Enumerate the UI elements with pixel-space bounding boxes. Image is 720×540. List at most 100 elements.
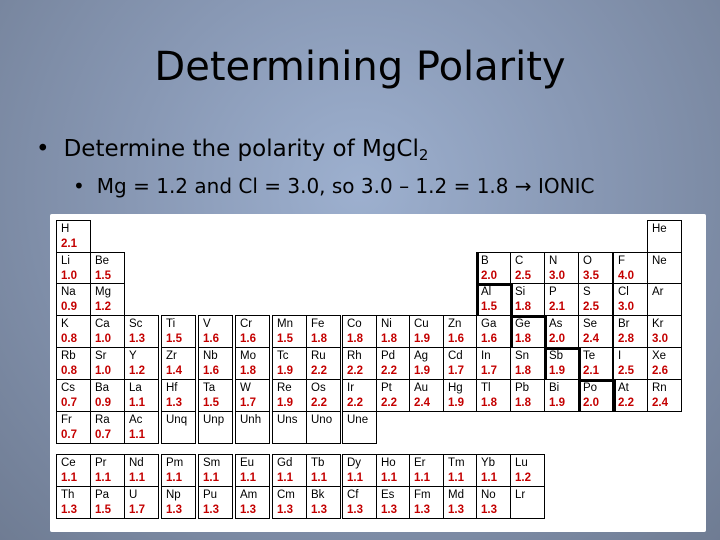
- electronegativity-value: 1.3: [448, 504, 464, 516]
- periodic-table: H 2.1 He Li 1.0 Be 1.5 B 2.0 C 2.5 N 3.0 O 3.5 F 4.0 Ne Na…: [50, 214, 706, 532]
- electronegativity-value: 1.3: [277, 504, 293, 516]
- element-symbol: No: [481, 489, 496, 501]
- element-cell-re: Re 1.9: [272, 379, 307, 412]
- electronegativity-value: 1.3: [166, 397, 182, 409]
- electronegativity-value: 1.8: [381, 333, 397, 345]
- element-symbol: Si: [515, 286, 526, 298]
- electronegativity-value: 1.9: [414, 333, 430, 345]
- element-cell-li: Li 1.0: [56, 252, 91, 285]
- electronegativity-value: 2.8: [618, 333, 634, 345]
- element-symbol: Cs: [61, 382, 76, 394]
- bullet-dot: •: [73, 174, 85, 198]
- element-symbol: Ce: [61, 457, 76, 469]
- element-cell-br: Br 2.8: [613, 315, 648, 348]
- electronegativity-value: 2.1: [549, 301, 565, 313]
- electronegativity-value: 1.9: [448, 397, 464, 409]
- element-cell-lu: Lu 1.2: [510, 454, 545, 487]
- element-cell-pa: Pa 1.5: [90, 486, 125, 519]
- element-symbol: Kr: [652, 318, 664, 330]
- element-symbol: Sn: [515, 350, 530, 362]
- element-cell-yb: Yb 1.1: [476, 454, 511, 487]
- element-cell-tb: Tb 1.1: [306, 454, 341, 487]
- electronegativity-value: 1.1: [129, 472, 145, 484]
- element-symbol: Une: [347, 414, 369, 426]
- element-cell-th: Th 1.3: [56, 486, 91, 519]
- element-symbol: He: [652, 223, 667, 235]
- electronegativity-value: 1.0: [95, 365, 111, 377]
- electronegativity-value: 1.9: [549, 365, 565, 377]
- element-cell-sm: Sm 1.1: [198, 454, 233, 487]
- element-symbol: U: [129, 489, 138, 501]
- element-cell-pr: Pr 1.1: [90, 454, 125, 487]
- electronegativity-value: 1.0: [95, 333, 111, 345]
- element-cell-unh: Unh: [235, 411, 270, 444]
- electronegativity-value: 1.5: [166, 333, 182, 345]
- element-symbol: Mn: [277, 318, 293, 330]
- element-symbol: Tm: [448, 457, 465, 469]
- electronegativity-value: 0.7: [61, 429, 77, 441]
- element-symbol: Co: [347, 318, 362, 330]
- element-cell-si: Si 1.8: [510, 283, 545, 316]
- electronegativity-value: 1.8: [515, 365, 531, 377]
- element-cell-au: Au 2.4: [409, 379, 444, 412]
- electronegativity-value: 1.8: [515, 301, 531, 313]
- element-cell-rh: Rh 2.2: [342, 347, 377, 380]
- element-cell-ge: Ge 1.8: [510, 315, 545, 348]
- element-cell-gd: Gd 1.1: [272, 454, 307, 487]
- element-symbol: Pu: [203, 489, 218, 501]
- electronegativity-value: 1.1: [61, 472, 77, 484]
- element-symbol: Ne: [652, 255, 667, 267]
- element-symbol: Lr: [515, 489, 526, 501]
- arrow-right-icon: →: [514, 174, 532, 198]
- element-cell-be: Be 1.5: [90, 252, 125, 285]
- electronegativity-value: 0.9: [61, 301, 77, 313]
- element-cell-cf: Cf 1.3: [342, 486, 377, 519]
- element-symbol: Ra: [95, 414, 110, 426]
- element-cell-ag: Ag 1.9: [409, 347, 444, 380]
- element-symbol: Sc: [129, 318, 143, 330]
- element-cell-lr: Lr: [510, 486, 545, 519]
- element-symbol: Po: [583, 382, 598, 394]
- element-cell-cm: Cm 1.3: [272, 486, 307, 519]
- electronegativity-value: 0.9: [95, 397, 111, 409]
- electronegativity-value: 2.0: [481, 270, 497, 282]
- element-symbol: Zn: [448, 318, 462, 330]
- element-symbol: Sm: [203, 457, 221, 469]
- element-cell-fm: Fm 1.3: [409, 486, 444, 519]
- element-cell-os: Os 2.2: [306, 379, 341, 412]
- electronegativity-value: 1.8: [240, 365, 256, 377]
- electronegativity-value: 3.5: [583, 270, 599, 282]
- element-symbol: Mo: [240, 350, 256, 362]
- element-symbol: Ru: [311, 350, 326, 362]
- element-symbol: Eu: [240, 457, 255, 469]
- bullet-determine-polarity: • Determine the polarity of MgCl2: [36, 134, 428, 170]
- element-cell-tl: Tl 1.8: [476, 379, 511, 412]
- element-symbol: Unh: [240, 414, 262, 426]
- element-cell-cu: Cu 1.9: [409, 315, 444, 348]
- element-symbol: Fe: [311, 318, 325, 330]
- element-cell-er: Er 1.1: [409, 454, 444, 487]
- electronegativity-value: 1.8: [481, 397, 497, 409]
- electronegativity-value: 1.5: [95, 270, 111, 282]
- element-symbol: La: [129, 382, 142, 394]
- element-symbol: Sr: [95, 350, 107, 362]
- electronegativity-value: 1.6: [481, 333, 497, 345]
- element-symbol: P: [549, 286, 557, 298]
- element-symbol: Nd: [129, 457, 144, 469]
- electronegativity-value: 4.0: [618, 270, 634, 282]
- element-symbol: Hf: [166, 382, 178, 394]
- element-symbol: Ir: [347, 382, 355, 394]
- electronegativity-value: 1.1: [347, 472, 363, 484]
- element-cell-uno: Uno: [306, 411, 341, 444]
- element-symbol: Cl: [618, 286, 629, 298]
- electronegativity-value: 1.8: [515, 397, 531, 409]
- electronegativity-value: 1.1: [129, 429, 145, 441]
- element-cell-ne: Ne: [647, 252, 682, 285]
- element-symbol: Ba: [95, 382, 110, 394]
- element-cell-ti: Ti 1.5: [161, 315, 196, 348]
- element-symbol: In: [481, 350, 491, 362]
- element-symbol: Pr: [95, 457, 107, 469]
- electronegativity-value: 1.9: [414, 365, 430, 377]
- electronegativity-value: 1.3: [203, 504, 219, 516]
- electronegativity-value: 1.7: [481, 365, 497, 377]
